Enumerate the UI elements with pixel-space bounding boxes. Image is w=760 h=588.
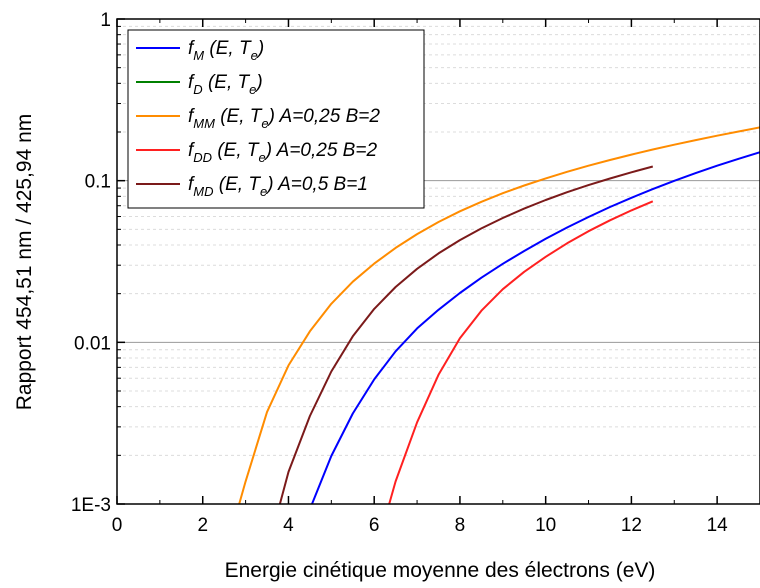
x-tick-label: 0 xyxy=(112,515,123,536)
x-tick-label: 14 xyxy=(707,515,729,536)
legend-entry-dd: fDD (E, Te) A=0,25 B=2 xyxy=(188,140,377,165)
x-tick-label: 4 xyxy=(283,515,294,536)
x-tick-label: 6 xyxy=(369,515,380,536)
series-line-mm xyxy=(238,126,760,505)
y-tick-label: 1E-3 xyxy=(71,495,111,516)
x-tick-label: 12 xyxy=(621,515,642,536)
x-tick-label: 2 xyxy=(197,515,208,536)
series-lines xyxy=(238,126,760,505)
y-tick-label: 0.1 xyxy=(85,172,111,193)
legend-entry-md: fMD (E, Te) A=0,5 B=1 xyxy=(188,174,368,199)
x-tick-label: 8 xyxy=(455,515,466,536)
legend-box xyxy=(127,29,425,209)
legend: fM (E, Te) fD (E, Te) fMM (E, Te) A=0,25 B… xyxy=(127,29,425,209)
axis-ticks: 0 2 4 6 8 10 12 14 1E-3 0.01 0.1 1 xyxy=(71,10,760,536)
legend-entry-mm: fMM (E, Te) A=0,25 B=2 xyxy=(188,106,380,131)
series-line-md xyxy=(278,165,654,505)
series-line-dd xyxy=(388,200,654,505)
series-line-m xyxy=(311,151,760,505)
legend-entry-m: fM (E, Te) xyxy=(188,38,264,63)
y-tick-label: 1 xyxy=(100,10,111,31)
plot-area: 0 2 4 6 8 10 12 14 1E-3 0.01 0.1 1 xyxy=(71,10,760,536)
legend-entry-d: fD (E, Te) xyxy=(188,72,263,97)
plot-frame xyxy=(116,18,760,505)
y-axis-label: Rapport 454,51 nm / 425,94 nm xyxy=(13,114,36,411)
y-tick-label: 0.01 xyxy=(74,333,111,354)
x-tick-label: 10 xyxy=(535,515,556,536)
x-axis-label: Energie cinétique moyenne des électrons … xyxy=(225,559,656,582)
